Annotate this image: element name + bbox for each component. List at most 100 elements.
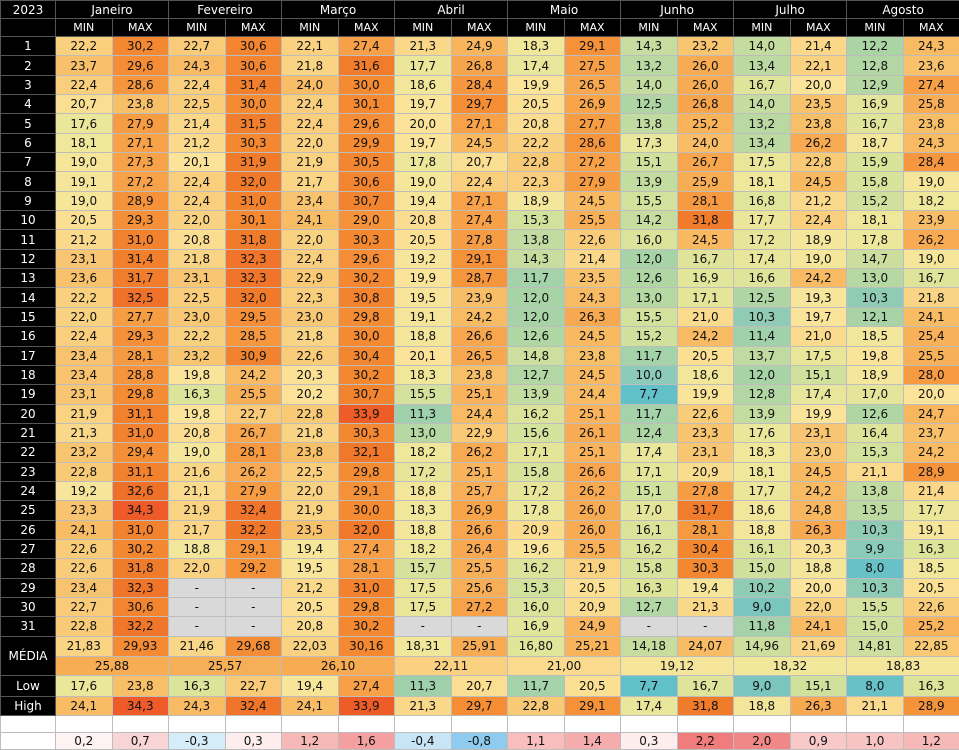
temp-cell: 15,0 bbox=[846, 616, 904, 637]
temp-cell: 15,1 bbox=[620, 480, 678, 502]
temp-cell: 17,2 bbox=[507, 480, 565, 502]
temp-cell: 16,8 bbox=[733, 190, 791, 212]
temp-cell: 24,0 bbox=[281, 74, 339, 96]
temp-cell: 30,2 bbox=[337, 616, 396, 637]
temp-cell: 16,9 bbox=[676, 268, 735, 289]
temp-cell: 28,0 bbox=[902, 364, 959, 386]
temp-cell: 21,4 bbox=[168, 113, 226, 134]
table-row: 29 23,4 32,3- -21,2 31,0 17,5 25,6 15,3 20,5 16,3… bbox=[0, 577, 959, 598]
table-row: 16 22,4 29,3 22,2 28,5 21,8 30,0 18,8 26,6 12,6 24… bbox=[0, 326, 959, 347]
temp-cell: 25,5 bbox=[563, 538, 622, 560]
temp-cell: 20,8 bbox=[168, 229, 226, 250]
day-label: 21 bbox=[0, 422, 56, 444]
temp-cell: 19,6 bbox=[507, 538, 565, 560]
temp-cell: 30,1 bbox=[337, 94, 396, 115]
temp-cell: 20,0 bbox=[789, 577, 848, 598]
temp-cell: 15,7 bbox=[394, 558, 452, 579]
temp-cell: 27,9 bbox=[224, 480, 283, 502]
temp-cell: 17,0 bbox=[846, 384, 904, 405]
temp-cell: 18,2 bbox=[394, 538, 452, 560]
temp-cell: 25,2 bbox=[676, 113, 735, 134]
temp-cell: 24,4 bbox=[450, 403, 509, 424]
temp-cell: 15,6 bbox=[507, 422, 565, 444]
temp-cell: 21,9 bbox=[168, 500, 226, 521]
day-label: 30 bbox=[0, 596, 56, 618]
low-label: Low bbox=[0, 674, 56, 697]
temp-cell: 24,1 bbox=[789, 616, 848, 637]
table-row: 31 22,8 32,2- -20,8 30,2- -16,9 24,9- -11,8 24,1… bbox=[0, 616, 959, 637]
day-label: 10 bbox=[0, 210, 56, 231]
temp-cell: 19,1 bbox=[394, 306, 452, 328]
temp-cell: 16,6 bbox=[733, 268, 791, 289]
diff-cell: 0,7 bbox=[111, 731, 170, 750]
temp-cell: 27,2 bbox=[563, 152, 622, 173]
temp-cell: 16,0 bbox=[620, 229, 678, 250]
temp-cell: 32,2 bbox=[224, 519, 283, 540]
temp-cell: 26,0 bbox=[676, 74, 735, 96]
temp-cell: 22,4 bbox=[281, 248, 339, 270]
temp-cell: 23,9 bbox=[902, 210, 959, 231]
temp-cell: 26,2 bbox=[902, 229, 959, 250]
table-row bbox=[0, 714, 959, 733]
temp-cell: 18,3 bbox=[507, 35, 565, 57]
temp-cell: 24,5 bbox=[789, 171, 848, 192]
temp-cell: 24,5 bbox=[450, 132, 509, 154]
temp-cell: 26,9 bbox=[450, 500, 509, 521]
temp-cell: 15,3 bbox=[507, 577, 565, 598]
temp-cell: 20,1 bbox=[394, 345, 452, 366]
temp-cell: 26,7 bbox=[676, 152, 735, 173]
temp-cell: 19,1 bbox=[902, 519, 959, 540]
temp-cell: 31,4 bbox=[224, 74, 283, 96]
media-cell: 25,91 bbox=[450, 635, 509, 657]
temp-cell: 31,8 bbox=[111, 558, 170, 579]
temp-cell: 27,8 bbox=[676, 480, 735, 502]
temp-cell: 30,3 bbox=[224, 132, 283, 154]
table-row: 23 22,8 31,1 21,6 26,2 22,5 29,8 17,2 25,1 15,8 26… bbox=[0, 461, 959, 482]
temp-cell: 22,4 bbox=[450, 171, 509, 192]
temp-cell: 16,2 bbox=[620, 538, 678, 560]
temp-cell: 18,8 bbox=[168, 538, 226, 560]
temp-cell: 31,0 bbox=[111, 229, 170, 250]
table-row: 18 23,4 28,8 19,8 24,2 20,3 30,2 18,3 23,8 12,7 24… bbox=[0, 364, 959, 386]
temp-cell: 27,1 bbox=[111, 132, 170, 154]
day-label: 11 bbox=[0, 229, 56, 250]
day-label: 18 bbox=[0, 364, 56, 386]
temp-cell: 13,0 bbox=[394, 422, 452, 444]
temp-cell: 15,5 bbox=[620, 190, 678, 212]
temp-cell: 20,3 bbox=[789, 538, 848, 560]
year-header: 2023 bbox=[0, 0, 56, 19]
temp-cell: 19,8 bbox=[168, 403, 226, 424]
temp-cell: 15,3 bbox=[846, 442, 904, 463]
temp-cell: 30,2 bbox=[111, 35, 170, 57]
temp-cell: 17,3 bbox=[620, 132, 678, 154]
temp-cell: 30,8 bbox=[337, 287, 396, 308]
media-cell: 29,68 bbox=[224, 635, 283, 657]
temp-cell: 24,5 bbox=[676, 229, 735, 250]
temp-cell: 19,0 bbox=[789, 248, 848, 270]
blank-cell bbox=[676, 714, 735, 733]
temp-cell: 23,6 bbox=[55, 268, 113, 289]
temp-cell: 19,8 bbox=[168, 364, 226, 386]
media-cell: 24,07 bbox=[676, 635, 735, 657]
temp-cell: 21,4 bbox=[563, 248, 622, 270]
temp-cell: 18,3 bbox=[394, 364, 452, 386]
temp-cell: 22,5 bbox=[168, 94, 226, 115]
temp-cell: 12,5 bbox=[620, 94, 678, 115]
temp-cell: 30,3 bbox=[676, 558, 735, 579]
temp-cell: 11,7 bbox=[620, 403, 678, 424]
temp-cell: 30,0 bbox=[224, 94, 283, 115]
temp-cell: 24,5 bbox=[563, 190, 622, 212]
month-header: Maio bbox=[507, 0, 622, 19]
temp-cell: 19,7 bbox=[394, 132, 452, 154]
temp-cell: 17,7 bbox=[733, 480, 791, 502]
temp-cell: 30,1 bbox=[224, 210, 283, 231]
temp-cell: 25,4 bbox=[902, 326, 959, 347]
temp-cell: 21,9 bbox=[281, 152, 339, 173]
temp-cell: 22,6 bbox=[281, 345, 339, 366]
temp-cell: 28,9 bbox=[111, 190, 170, 212]
diff-cell: 1,6 bbox=[337, 731, 396, 750]
temp-cell: 28,5 bbox=[224, 326, 283, 347]
temp-cell: 26,0 bbox=[563, 500, 622, 521]
temp-cell: 10,3 bbox=[733, 306, 791, 328]
temp-cell: 29,6 bbox=[111, 55, 170, 76]
